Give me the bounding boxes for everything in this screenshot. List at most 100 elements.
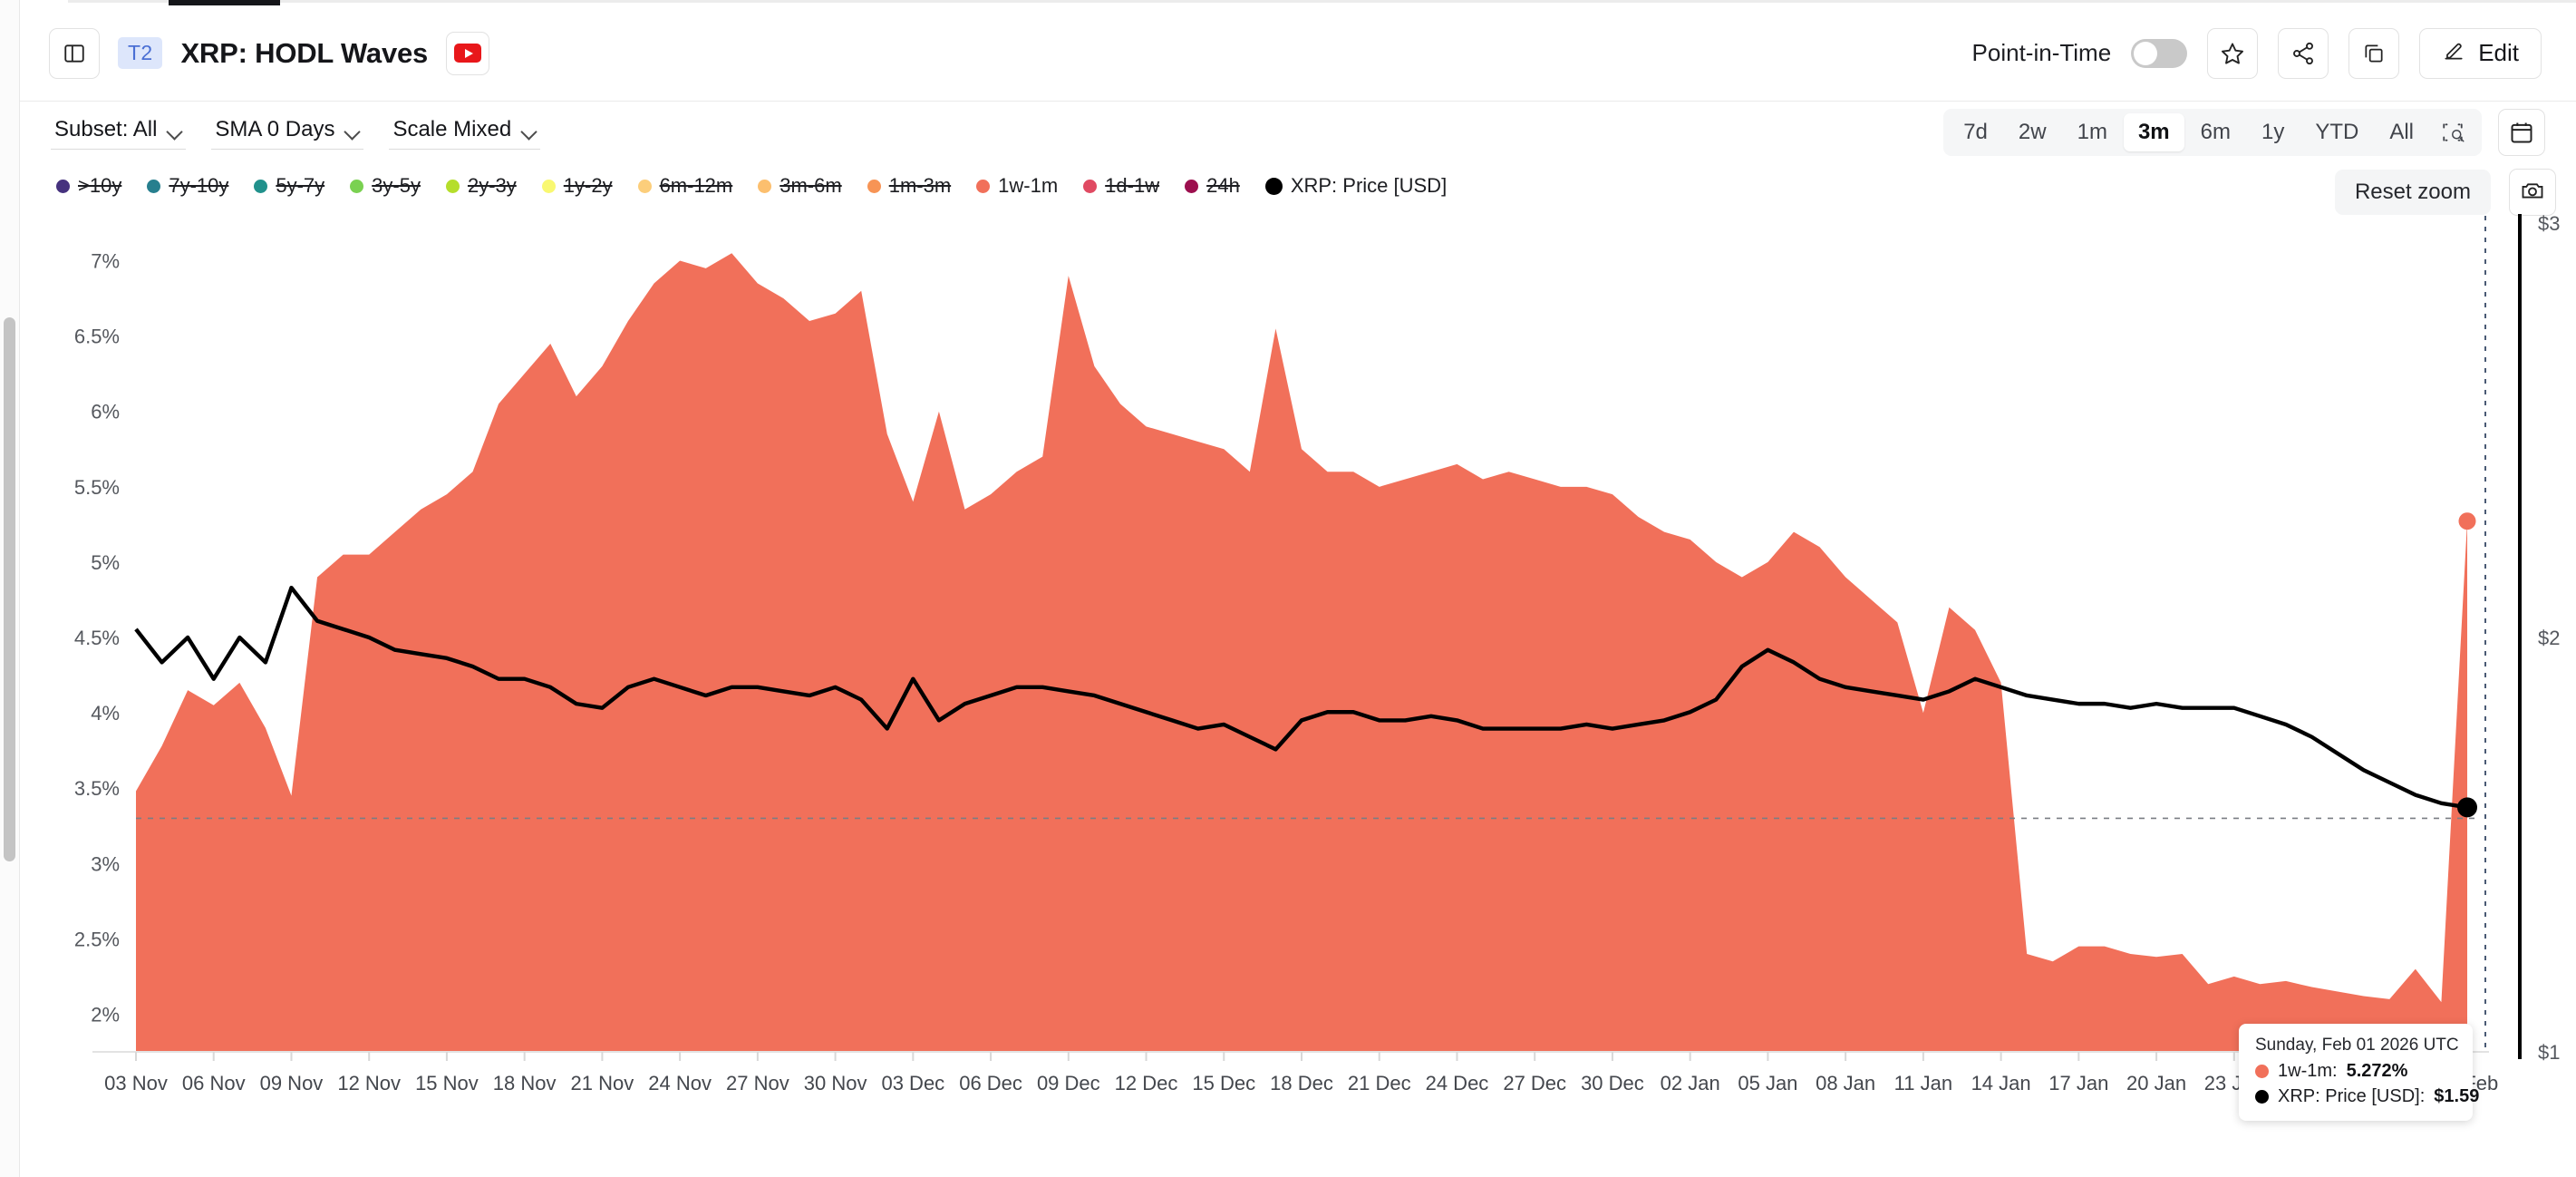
chart-svg[interactable]: 7% 6.5% 6% 5.5% 5% 4.5% 4% 3.5% 3% 2.5% 2% $3 $2 $1 03… (20, 214, 2576, 1177)
x-axis-tick-label: 24 Dec (1426, 1072, 1489, 1094)
legend-item-5y-7y[interactable]: 5y-7y (254, 174, 324, 198)
legend-color-dot (541, 179, 556, 193)
y-axis-tick-label: 2% (91, 1003, 120, 1026)
legend-item-10y[interactable]: >10y (56, 174, 121, 198)
calendar-icon (2509, 120, 2534, 145)
scale-select[interactable]: Scale Mixed (389, 115, 541, 150)
x-axis-tick-label: 11 Jan (1894, 1072, 1952, 1094)
legend-item-xrp-price-usd[interactable]: XRP: Price [USD] (1264, 174, 1447, 198)
legend-color-dot (147, 179, 161, 193)
controls-right-group: 7d 2w 1m 3m 6m 1y YTD All (1943, 109, 2576, 156)
tooltip-row: 1w-1m: 5.272% (2255, 1061, 2456, 1082)
range-button-ytd[interactable]: YTD (2315, 120, 2359, 144)
active-tab-indicator[interactable] (169, 0, 280, 5)
y-axis-tick-label: 7% (91, 250, 120, 273)
legend-color-dot (976, 179, 991, 193)
legend-item-3y-5y[interactable]: 3y-5y (350, 174, 421, 198)
legend-item-1m-3m[interactable]: 1m-3m (867, 174, 951, 198)
legend-color-dot (1185, 179, 1199, 193)
screenshot-button[interactable] (2509, 169, 2556, 216)
legend-label: 1w-1m (998, 174, 1059, 197)
x-axis-tick-label: 15 Nov (415, 1072, 479, 1094)
line-series-xrp-price (134, 585, 2468, 810)
chart-plot-area: glassnode 7%6.5%6%5.5%5%4.5%4%3.5%3%2.5%… (20, 214, 2576, 1177)
legend-item-7y-10y[interactable]: 7y-10y (147, 174, 228, 198)
x-axis-tick-label: 18 Nov (493, 1072, 557, 1094)
x-axis-tick-label: 08 Jan (1816, 1072, 1875, 1094)
point-in-time-label: Point-in-Time (1971, 39, 2112, 66)
tooltip-series-value: $1.59 (2434, 1086, 2480, 1106)
x-axis-tick-label: 06 Dec (959, 1072, 1022, 1094)
edit-button-label: Edit (2478, 39, 2519, 66)
pencil-icon (2442, 39, 2465, 67)
chart-tooltip: Sunday, Feb 01 2026 UTC 1w-1m: 5.272% XR… (2239, 1024, 2479, 1121)
legend-item-2y-3y[interactable]: 2y-3y (445, 174, 517, 198)
legend-label: 1m-3m (888, 174, 952, 197)
range-button-all[interactable]: All (2389, 120, 2414, 144)
page-scrollbar-thumb[interactable] (4, 317, 15, 861)
chevron-down-icon (522, 126, 537, 134)
x-axis-tick-label: 09 Nov (260, 1072, 324, 1094)
legend-label: 24h (1206, 174, 1240, 197)
x-axis-tick-label: 27 Dec (1503, 1072, 1566, 1094)
legend-label: 7y-10y (169, 174, 229, 197)
panel-toggle-button[interactable] (49, 27, 100, 79)
x-axis-tick-label: 18 Dec (1270, 1072, 1333, 1094)
x-axis-tick-label: 30 Nov (804, 1072, 867, 1094)
time-range-group: 7d 2w 1m 3m 6m 1y YTD All (1943, 109, 2482, 156)
legend-item-1d-1w[interactable]: 1d-1w (1083, 174, 1159, 198)
reset-zoom-button[interactable]: Reset zoom (2334, 170, 2491, 215)
legend-color-dot (350, 179, 364, 193)
tier-badge: T2 (118, 37, 163, 69)
x-axis-tick-label: 03 Dec (881, 1072, 944, 1094)
share-button[interactable] (2278, 27, 2329, 79)
y-axis-tick-label: 3.5% (74, 777, 120, 800)
youtube-button[interactable] (446, 31, 490, 75)
legend-color-dot (637, 179, 652, 193)
subset-select[interactable]: Subset: All (51, 115, 187, 150)
duplicate-button[interactable] (2348, 27, 2400, 79)
range-button-6m[interactable]: 6m (2200, 120, 2231, 144)
range-button-2w[interactable]: 2w (2018, 120, 2047, 144)
x-axis-tick-label: 27 Nov (726, 1072, 789, 1094)
legend-item-24h[interactable]: 24h (1185, 174, 1240, 198)
page-title: XRP: HODL Waves (180, 36, 429, 69)
tooltip-row: XRP: Price [USD]: $1.59 (2255, 1086, 2479, 1107)
y-right-axis-tick-label: $1 (2538, 1041, 2560, 1064)
range-button-7d[interactable]: 7d (1963, 120, 1988, 144)
chevron-down-icon (168, 126, 182, 134)
x-axis-tick-label: 21 Dec (1348, 1072, 1411, 1094)
range-button-3m[interactable]: 3m (2123, 113, 2184, 151)
zoom-select-button[interactable] (2430, 114, 2476, 151)
edit-button[interactable]: Edit (2419, 27, 2542, 79)
calendar-button[interactable] (2498, 109, 2545, 156)
legend-item-3m-6m[interactable]: 3m-6m (758, 174, 842, 198)
range-button-1m[interactable]: 1m (2077, 120, 2107, 144)
area-endpoint-marker (2458, 512, 2476, 530)
y-right-axis-tick-label: $3 (2538, 214, 2560, 235)
favorite-button[interactable] (2207, 27, 2259, 79)
x-axis-tick-label: 12 Dec (1115, 1072, 1178, 1094)
legend-label: 1y-2y (563, 174, 613, 197)
y-axis-tick-label: 5% (91, 551, 120, 574)
legend-color-dot (1083, 179, 1098, 193)
chart-legend: >10y 7y-10y 5y-7y 3y-5y 2y-3y 1y-2y 6m-12m 3m-6… (20, 163, 2576, 209)
point-in-time-toggle[interactable] (2131, 38, 2188, 68)
y-axis-tick-label: 3% (91, 852, 120, 875)
legend-item-1y-2y[interactable]: 1y-2y (541, 174, 613, 198)
page-header: T2 XRP: HODL Waves Point-in-Time (20, 5, 2576, 102)
zoom-tools-group: Reset zoom (2334, 169, 2556, 216)
x-axis-tick-label: 05 Jan (1738, 1072, 1797, 1094)
legend-item-1w-1m[interactable]: 1w-1m (976, 174, 1058, 198)
header-left-group: T2 XRP: HODL Waves (20, 27, 490, 79)
y-axis-tick-label: 6.5% (74, 326, 120, 348)
browser-tab-strip (0, 0, 2576, 5)
x-axis-tick-label: 03 Nov (104, 1072, 168, 1094)
range-button-1y[interactable]: 1y (2261, 120, 2285, 144)
sma-select[interactable]: SMA 0 Days (211, 115, 364, 150)
legend-label: >10y (78, 174, 122, 197)
legend-color-dot (1264, 177, 1283, 195)
subset-select-value: Subset: All (54, 117, 158, 141)
y-axis-tick-label: 4% (91, 702, 120, 725)
legend-item-6m-12m[interactable]: 6m-12m (637, 174, 732, 198)
